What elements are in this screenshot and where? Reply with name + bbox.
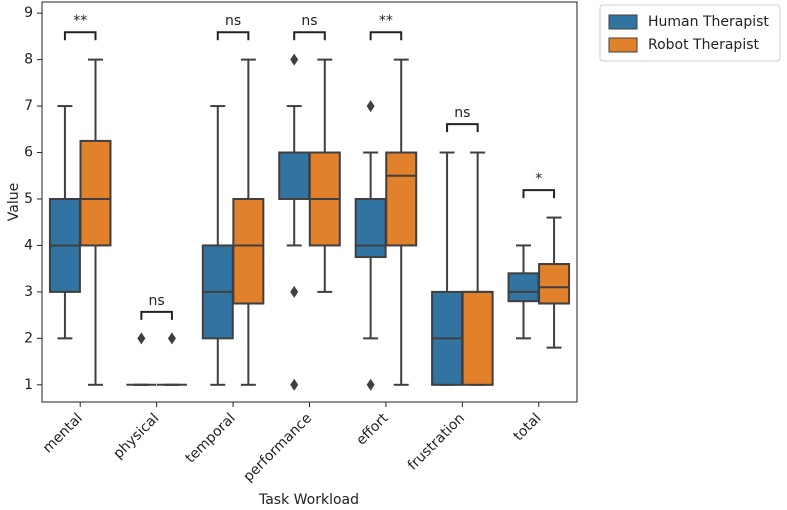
x-tick-label: temporal bbox=[183, 410, 239, 466]
outlier bbox=[290, 378, 299, 391]
box bbox=[538, 263, 571, 305]
x-tick-label: mental bbox=[40, 410, 86, 456]
legend-frame bbox=[599, 4, 781, 62]
y-tick-label: 4 bbox=[24, 237, 33, 253]
legend-swatch bbox=[608, 37, 638, 53]
y-tick-label: 7 bbox=[24, 98, 33, 114]
plot-frame bbox=[41, 1, 578, 403]
box bbox=[232, 197, 265, 305]
outlier bbox=[290, 53, 299, 66]
outlier bbox=[366, 378, 375, 391]
significance-label: ns bbox=[149, 293, 165, 309]
outlier bbox=[137, 332, 146, 345]
significance-label: ** bbox=[73, 13, 87, 29]
significance-bracket bbox=[216, 31, 250, 41]
x-tick-label: physical bbox=[110, 410, 162, 462]
outlier bbox=[167, 332, 176, 345]
outlier bbox=[366, 100, 375, 113]
outlier bbox=[290, 285, 299, 298]
significance-label: ns bbox=[301, 13, 317, 29]
y-axis-label: Value bbox=[6, 183, 22, 221]
legend-label: Robot Therapist bbox=[648, 37, 759, 53]
significance-label: * bbox=[535, 171, 542, 187]
legend-label: Human Therapist bbox=[648, 14, 769, 30]
y-tick-label: 6 bbox=[24, 145, 33, 161]
legend-swatch bbox=[608, 14, 638, 30]
box bbox=[79, 139, 112, 247]
significance-label: ** bbox=[379, 13, 393, 29]
box bbox=[385, 151, 418, 247]
significance-bracket bbox=[369, 31, 403, 41]
box bbox=[507, 272, 540, 303]
x-tick-label: effort bbox=[353, 410, 392, 449]
y-tick-label: 8 bbox=[24, 52, 33, 68]
significance-label: ns bbox=[454, 105, 470, 121]
significance-bracket bbox=[522, 189, 556, 199]
x-axis-label: Task Workload bbox=[258, 492, 359, 508]
x-tick-label: performance bbox=[240, 410, 315, 485]
y-tick-label: 3 bbox=[24, 284, 33, 300]
significance-label: ns bbox=[225, 13, 241, 29]
significance-bracket bbox=[63, 31, 97, 41]
box bbox=[354, 197, 387, 259]
significance-bracket bbox=[293, 31, 326, 41]
box bbox=[278, 151, 311, 200]
x-tick-label: total bbox=[510, 410, 544, 444]
significance-bracket bbox=[140, 310, 173, 320]
x-tick-label: frustration bbox=[405, 410, 468, 473]
y-tick-label: 2 bbox=[24, 330, 33, 346]
y-tick-label: 5 bbox=[24, 191, 33, 207]
y-tick-label: 9 bbox=[24, 5, 33, 21]
box bbox=[461, 290, 494, 386]
significance-bracket bbox=[446, 123, 479, 133]
y-tick-label: 1 bbox=[24, 377, 33, 393]
